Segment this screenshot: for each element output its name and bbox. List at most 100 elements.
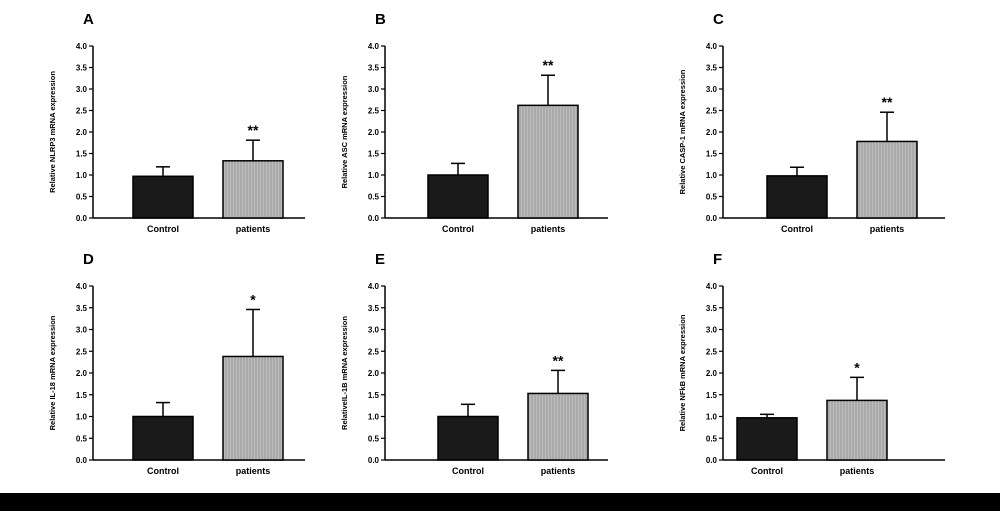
significance-marker: ** [553, 352, 564, 368]
y-tick-label: 2.0 [368, 128, 380, 137]
y-tick-label: 2.5 [368, 347, 380, 356]
x-tick-label: patients [541, 466, 576, 476]
y-tick-label: 0.5 [368, 434, 380, 443]
y-tick-label: 3.5 [368, 304, 380, 313]
y-tick-label: 1.0 [76, 413, 88, 422]
significance-marker: ** [248, 122, 259, 138]
significance-marker: ** [882, 94, 893, 110]
y-tick-label: 1.0 [368, 413, 380, 422]
y-tick-label: 3.5 [706, 304, 718, 313]
y-tick-label: 2.0 [706, 369, 718, 378]
significance-marker: * [250, 291, 256, 307]
y-tick-label: 2.0 [706, 128, 718, 137]
y-tick-label: 1.0 [76, 171, 88, 180]
bar-patients [826, 399, 888, 461]
y-tick-label: 0.0 [76, 456, 88, 465]
y-tick-label: 2.0 [76, 369, 88, 378]
bar-control [437, 415, 499, 461]
y-tick-label: 0.0 [368, 214, 380, 223]
y-tick-label: 2.5 [706, 347, 718, 356]
bar-control [132, 175, 194, 219]
bar-patients [856, 140, 918, 219]
x-tick-label: patients [840, 466, 875, 476]
y-tick-label: 3.0 [706, 85, 718, 94]
x-tick-label: Control [147, 224, 179, 234]
bar-control [427, 174, 489, 219]
y-tick-label: 3.5 [368, 64, 380, 73]
y-tick-label: 2.5 [76, 107, 88, 116]
chart-panel-b: B Relative ASC mRNA expression 0.0 0.5 1.0 1.… [340, 11, 608, 234]
y-tick-label: 0.5 [706, 434, 718, 443]
panel-letter: A [83, 11, 94, 28]
x-tick-label: patients [531, 224, 566, 234]
chart-panel-a: A Relative NLRP3 mRNA expression 0.0 0.5 1.0… [48, 11, 305, 234]
bar-patients [222, 355, 284, 461]
y-tick-label: 3.0 [76, 326, 88, 335]
y-tick-label: 0.0 [706, 214, 718, 223]
y-tick-label: 4.0 [706, 42, 718, 51]
y-axis-label: Relative NLRP3 mRNA expression [48, 71, 57, 193]
significance-marker: * [854, 359, 860, 375]
y-tick-label: 3.5 [706, 64, 718, 73]
y-tick-label: 4.0 [76, 282, 88, 291]
y-tick-label: 2.0 [76, 128, 88, 137]
x-tick-label: Control [751, 466, 783, 476]
x-tick-label: patients [870, 224, 905, 234]
x-tick-label: Control [442, 224, 474, 234]
chart-panel-c: C Relative CASP-1 mRNA expression 0.0 0.5 1.… [678, 11, 945, 234]
x-tick-label: Control [147, 466, 179, 476]
y-tick-label: 1.5 [706, 391, 718, 400]
y-tick-label: 1.5 [368, 150, 380, 159]
y-axis-label: Relative IL-18 mRNA expression [48, 315, 57, 430]
y-axis-label: Relative CASP-1 mRNA expression [678, 69, 687, 194]
panel-letter: D [83, 251, 94, 268]
y-tick-label: 2.5 [76, 347, 88, 356]
y-tick-label: 2.5 [368, 107, 380, 116]
y-axis-label: RelativeIL-1B mRNA expression [340, 316, 349, 430]
panel-letter: F [713, 251, 722, 268]
y-tick-label: 3.5 [76, 64, 88, 73]
y-tick-label: 3.0 [368, 326, 380, 335]
panel-letter: C [713, 11, 724, 28]
chart-panel-d: D Relative IL-18 mRNA expression 0.0 0.5 1.0… [48, 251, 305, 476]
y-tick-label: 3.5 [76, 304, 88, 313]
y-tick-label: 0.0 [76, 214, 88, 223]
y-tick-label: 0.5 [76, 193, 88, 202]
y-tick-label: 1.5 [368, 391, 380, 400]
bar-patients [517, 104, 579, 219]
bar-control [766, 175, 828, 219]
bar-patients [527, 392, 589, 461]
y-tick-label: 4.0 [368, 282, 380, 291]
bar-control [132, 415, 194, 461]
y-tick-label: 1.0 [706, 171, 718, 180]
x-tick-label: Control [452, 466, 484, 476]
y-tick-label: 4.0 [706, 282, 718, 291]
y-tick-label: 3.0 [368, 85, 380, 94]
y-tick-label: 2.5 [706, 107, 718, 116]
y-tick-label: 1.0 [706, 413, 718, 422]
y-tick-label: 2.0 [368, 369, 380, 378]
y-tick-label: 1.5 [706, 150, 718, 159]
y-tick-label: 3.0 [706, 326, 718, 335]
y-tick-label: 4.0 [76, 42, 88, 51]
panel-letter: B [375, 11, 386, 28]
chart-panel-e: E RelativeIL-1B mRNA expression 0.0 0.5 1.0 1… [340, 251, 608, 476]
chart-panel-f: F Relative NFkB mRNA expression 0.0 0.5 1.0 1… [678, 251, 945, 476]
significance-marker: ** [543, 57, 554, 73]
x-tick-label: patients [236, 466, 271, 476]
y-axis-label: Relative NFkB mRNA expression [678, 314, 687, 431]
y-tick-label: 0.5 [368, 193, 380, 202]
y-tick-label: 0.0 [706, 456, 718, 465]
y-tick-label: 0.0 [368, 456, 380, 465]
y-tick-label: 1.5 [76, 150, 88, 159]
bottom-bar [0, 493, 1000, 511]
x-tick-label: Control [781, 224, 813, 234]
y-tick-label: 4.0 [368, 42, 380, 51]
x-tick-label: patients [236, 224, 271, 234]
y-tick-label: 0.5 [706, 193, 718, 202]
y-tick-label: 3.0 [76, 85, 88, 94]
bar-patients [222, 160, 284, 219]
y-axis-label: Relative ASC mRNA expression [340, 75, 349, 188]
panel-letter: E [375, 251, 385, 268]
